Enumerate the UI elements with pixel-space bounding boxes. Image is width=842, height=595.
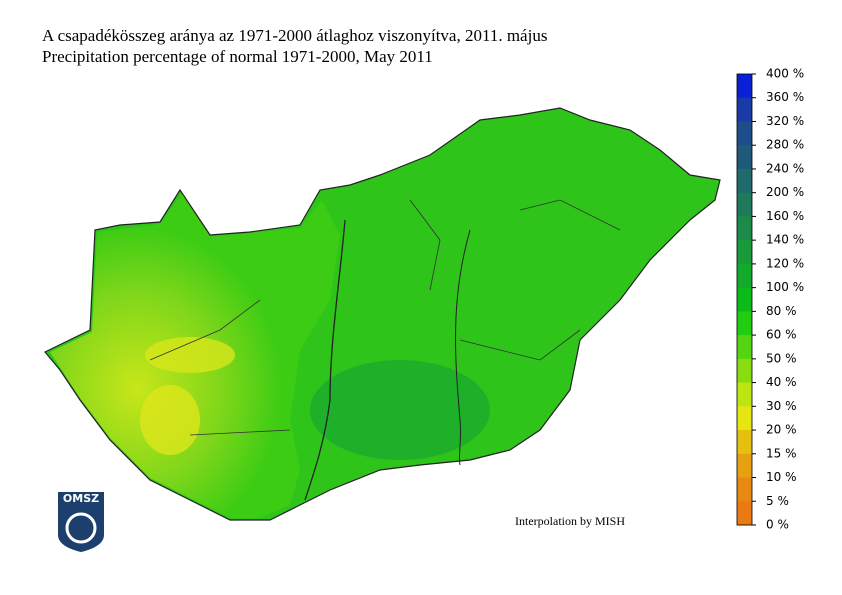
legend-label: 140 % [766, 233, 804, 247]
legend-swatch [737, 74, 752, 99]
legend-frame [736, 73, 753, 526]
legend-label: 400 % [766, 67, 804, 81]
river [304, 219, 346, 501]
legend-label: 0 % [766, 518, 789, 532]
legend-label: 10 % [766, 470, 797, 484]
subtitle: Precipitation percentage of normal 1971-… [42, 47, 433, 66]
legend-swatch [737, 335, 752, 360]
legend-swatch [737, 192, 752, 217]
legend-swatch [737, 453, 752, 479]
hungary-map [44, 107, 721, 521]
legend-label: 80 % [766, 304, 797, 318]
legend-swatch [737, 477, 752, 502]
legend-label: 5 % [766, 494, 789, 508]
legend-swatch [737, 240, 752, 265]
dry-area [140, 385, 200, 455]
wet-area [310, 360, 490, 460]
legend-swatch [737, 382, 752, 407]
legend-label: 60 % [766, 328, 797, 342]
legend-label: 200 % [766, 185, 804, 199]
logo-text: OMSZ [63, 492, 99, 505]
logo: OMSZ [58, 492, 104, 552]
legend: 400 % 360 % 320 % 280 % 240 % 200 % 160 % 140 %… [736, 67, 804, 532]
legend-swatch [737, 406, 752, 431]
legend-swatch [737, 263, 752, 289]
legend-label: 40 % [766, 375, 797, 389]
legend-label: 240 % [766, 161, 804, 175]
legend-label: 100 % [766, 280, 804, 294]
legend-swatch [737, 145, 752, 170]
legend-label: 30 % [766, 399, 797, 413]
legend-swatch [737, 216, 752, 241]
legend-label: 50 % [766, 351, 797, 365]
legend-swatch [737, 358, 752, 384]
legend-swatch [737, 97, 752, 122]
legend-swatch [737, 287, 752, 312]
legend-label: 320 % [766, 114, 804, 128]
river [455, 229, 471, 466]
legend-label: 280 % [766, 138, 804, 152]
legend-swatch [737, 311, 752, 336]
legend-label: 160 % [766, 209, 804, 223]
legend-label: 360 % [766, 90, 804, 104]
dry-area [145, 337, 235, 373]
title: A csapadékösszeg aránya az 1971-2000 átl… [42, 26, 547, 45]
legend-swatch [737, 168, 752, 194]
logo-swirl [65, 512, 97, 544]
legend-label: 20 % [766, 423, 797, 437]
legend-swatch [737, 430, 752, 455]
legend-swatch [737, 121, 752, 146]
legend-label: 15 % [766, 446, 797, 460]
credit: Interpolation by MISH [515, 514, 625, 528]
legend-label: 120 % [766, 256, 804, 270]
legend-swatch [737, 501, 752, 526]
county-borders [149, 199, 621, 436]
